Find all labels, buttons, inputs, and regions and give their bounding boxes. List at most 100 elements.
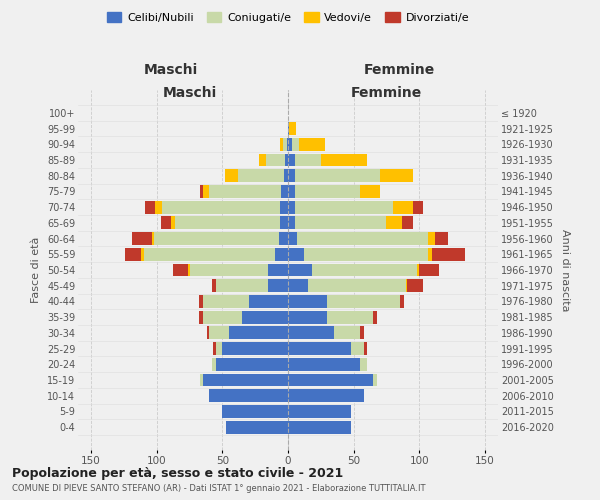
Bar	[203, 185, 209, 198]
Bar	[200, 185, 203, 198]
Bar	[328, 295, 400, 308]
Text: Femmine: Femmine	[364, 64, 434, 78]
Bar	[373, 310, 377, 324]
Bar	[288, 390, 364, 402]
Bar	[288, 232, 297, 245]
Bar	[155, 200, 162, 213]
Bar	[360, 358, 367, 371]
Bar	[229, 326, 288, 340]
Bar	[286, 154, 288, 166]
Bar	[295, 169, 380, 182]
Bar	[145, 200, 155, 213]
Bar	[321, 154, 367, 166]
Bar	[171, 216, 175, 230]
Bar	[299, 138, 325, 150]
Bar	[223, 405, 288, 418]
Bar	[175, 216, 280, 230]
Bar	[295, 185, 360, 198]
Legend: Celibi/Nubili, Coniugati/e, Vedovi/e, Divorziati/e: Celibi/Nubili, Coniugati/e, Vedovi/e, Di…	[103, 8, 473, 28]
Bar	[402, 216, 413, 230]
Bar	[393, 200, 413, 213]
Bar	[199, 295, 203, 308]
Bar	[288, 200, 295, 213]
Bar	[288, 310, 328, 324]
Bar	[284, 169, 288, 182]
Bar	[288, 405, 351, 418]
Bar	[281, 185, 288, 198]
Bar	[216, 358, 288, 371]
Bar	[280, 200, 288, 213]
Bar	[279, 232, 288, 245]
Bar	[416, 264, 419, 276]
Bar	[360, 185, 380, 198]
Bar	[225, 169, 238, 182]
Bar	[162, 200, 280, 213]
Bar	[151, 232, 154, 245]
Bar	[308, 280, 406, 292]
Bar	[248, 295, 288, 308]
Bar	[212, 280, 216, 292]
Bar	[288, 326, 334, 340]
Bar	[238, 169, 284, 182]
Bar	[288, 185, 295, 198]
Bar	[209, 185, 281, 198]
Text: COMUNE DI PIEVE SANTO STEFANO (AR) - Dati ISTAT 1° gennaio 2021 - Elaborazione T: COMUNE DI PIEVE SANTO STEFANO (AR) - Dat…	[12, 484, 425, 493]
Bar	[173, 264, 188, 276]
Bar	[288, 138, 292, 150]
Bar	[287, 138, 288, 150]
Bar	[259, 154, 266, 166]
Bar	[435, 232, 448, 245]
Bar	[297, 232, 428, 245]
Bar	[190, 264, 268, 276]
Bar	[275, 248, 288, 260]
Bar	[433, 248, 465, 260]
Bar	[295, 154, 321, 166]
Bar	[295, 200, 393, 213]
Bar	[268, 264, 288, 276]
Bar	[132, 232, 151, 245]
Y-axis label: Anni di nascita: Anni di nascita	[560, 229, 571, 311]
Bar	[328, 310, 373, 324]
Bar	[334, 326, 360, 340]
Bar	[213, 342, 216, 355]
Bar	[199, 310, 203, 324]
Bar	[428, 248, 433, 260]
Bar	[206, 326, 209, 340]
Bar	[203, 374, 288, 386]
Bar	[380, 169, 413, 182]
Bar	[288, 295, 328, 308]
Bar	[364, 342, 367, 355]
Bar	[288, 374, 373, 386]
Bar	[212, 358, 216, 371]
Bar	[288, 280, 308, 292]
Bar	[295, 216, 386, 230]
Bar	[400, 295, 404, 308]
Text: Maschi: Maschi	[163, 86, 217, 100]
Bar	[125, 248, 141, 260]
Bar	[288, 248, 304, 260]
Bar	[216, 342, 223, 355]
Bar	[304, 248, 428, 260]
Bar	[161, 216, 171, 230]
Bar	[288, 342, 351, 355]
Bar	[209, 326, 229, 340]
Bar	[280, 138, 283, 150]
Bar	[288, 420, 351, 434]
Bar	[288, 122, 289, 135]
Bar	[288, 169, 295, 182]
Text: Popolazione per età, sesso e stato civile - 2021: Popolazione per età, sesso e stato civil…	[12, 468, 343, 480]
Bar	[288, 154, 295, 166]
Bar	[223, 342, 288, 355]
Bar	[203, 295, 248, 308]
Bar	[413, 200, 423, 213]
Bar	[292, 138, 299, 150]
Bar	[428, 232, 435, 245]
Bar	[289, 122, 296, 135]
Text: Maschi: Maschi	[144, 64, 198, 78]
Bar	[311, 264, 416, 276]
Bar	[200, 374, 203, 386]
Bar	[288, 216, 295, 230]
Bar	[209, 390, 288, 402]
Bar	[242, 310, 288, 324]
Bar	[216, 280, 268, 292]
